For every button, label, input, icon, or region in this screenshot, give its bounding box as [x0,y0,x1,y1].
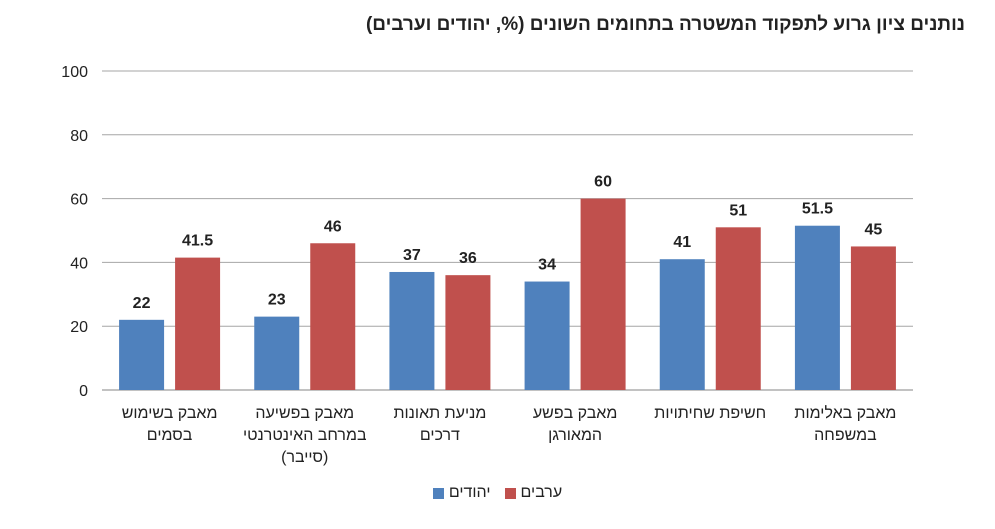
legend-swatch-jews [432,487,444,499]
data-label: 51 [729,202,747,219]
x-tick-label: במרחב האינטרנטי [243,427,367,444]
x-tick-label: במשפחה [814,427,877,444]
x-tick-label: מניעת תאונות [393,405,486,422]
bar [715,227,761,390]
legend-label-arabs: ערבים [520,484,563,501]
bar [445,275,491,390]
y-tick-label: 80 [70,128,88,145]
data-label: 51.5 [802,201,833,218]
data-label: 22 [133,295,151,312]
bar [580,198,626,390]
y-tick-label: 40 [70,255,88,272]
bar [254,316,300,390]
bar [524,281,570,390]
data-label: 41 [673,234,691,251]
x-tick-label: מאבק באלימות [794,404,896,422]
data-label: 41.5 [182,233,213,250]
bar [310,243,356,390]
legend-label-jews: יהודים [448,484,491,501]
x-tick-label: חשיפת שחיתויות [654,405,766,422]
bar [794,225,840,390]
data-label: 37 [403,247,421,264]
data-label: 23 [268,292,286,309]
x-tick-label: בסמים [147,427,193,444]
x-tick-label: מאבק בפשיעה [255,405,354,422]
bar [175,257,221,390]
legend: יהודים ערבים [0,484,995,502]
x-tick-label: מאבק בפשע [533,405,618,422]
bar [389,271,435,390]
legend-item-arabs: ערבים [504,484,563,502]
data-label: 60 [594,174,612,191]
data-label: 34 [538,257,556,274]
x-tick-label: מאבק בשימוש [122,405,218,422]
legend-item-jews: יהודים [432,484,491,502]
bar [119,319,165,390]
y-tick-label: 60 [70,192,88,209]
bar [850,246,896,390]
y-tick-label: 20 [70,319,88,336]
data-label: 45 [865,221,883,238]
y-tick-label: 100 [61,64,88,81]
x-tick-label: (סייבר) [281,449,328,466]
data-label: 46 [324,218,342,235]
data-label: 36 [459,250,477,267]
bar [659,259,705,390]
y-tick-label: 0 [79,383,88,400]
chart-title: נותנים ציון גרוע לתפקוד המשטרה בתחומים ה… [365,14,965,35]
x-tick-label: דרכים [420,427,460,444]
x-tick-label: המאורגן [548,427,602,444]
legend-swatch-arabs [504,487,516,499]
